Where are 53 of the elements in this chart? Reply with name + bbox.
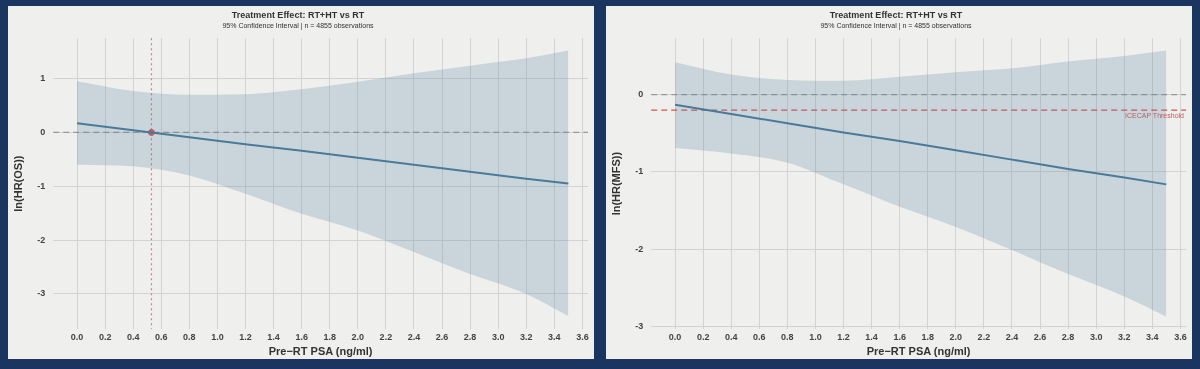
- x-tick-label: 3.4: [1146, 331, 1159, 342]
- chart-title: Treatment Effect: RT+HT vs RT: [829, 9, 963, 20]
- x-tick-label: 2.6: [1033, 331, 1047, 342]
- x-tick-label: 2.4: [1005, 331, 1019, 342]
- x-tick-label: 1.8: [323, 331, 336, 342]
- x-tick-label: 2.8: [463, 331, 477, 342]
- x-tick-label: 3.4: [548, 331, 561, 342]
- x-tick-label: 2.6: [435, 331, 449, 342]
- y-tick-label: -1: [37, 180, 46, 191]
- x-tick-label: 2.2: [379, 331, 393, 342]
- x-tick-label: 0.4: [126, 331, 140, 342]
- y-tick-label: 0: [638, 89, 644, 100]
- y-axis-title: ln(HR(OS)): [11, 155, 24, 212]
- x-tick-label: 1.0: [809, 331, 822, 342]
- x-tick-label: 1.0: [211, 331, 224, 342]
- x-tick-label: 0.8: [183, 331, 196, 342]
- x-tick-label: 2.8: [1061, 331, 1075, 342]
- x-tick-label: 0.4: [724, 331, 738, 342]
- x-tick-label: 3.2: [519, 331, 533, 342]
- x-tick-label: 0.6: [155, 331, 168, 342]
- y-tick-label: -2: [37, 234, 46, 245]
- x-tick-label: 2.2: [977, 331, 991, 342]
- x-tick-label: 0.6: [753, 331, 766, 342]
- x-tick-label: 3.6: [576, 331, 589, 342]
- x-tick-label: 1.2: [837, 331, 850, 342]
- x-tick-label: 3.6: [1174, 331, 1187, 342]
- y-tick-label: 1: [40, 73, 46, 84]
- y-axis-title: ln(HR(MFS)): [609, 151, 622, 216]
- x-tick-label: 1.6: [893, 331, 906, 342]
- x-tick-label: 0.8: [781, 331, 794, 342]
- x-axis-title: Pre−RT PSA (ng/ml): [866, 345, 971, 358]
- x-tick-label: 1.8: [921, 331, 934, 342]
- y-tick-label: 0: [40, 126, 46, 137]
- x-tick-label: 1.4: [865, 331, 878, 342]
- x-tick-label: 0.2: [98, 331, 112, 342]
- x-tick-label: 0.0: [668, 331, 682, 342]
- x-tick-label: 3.0: [1089, 331, 1103, 342]
- y-tick-label: -3: [37, 288, 46, 299]
- chart-title: Treatment Effect: RT+HT vs RT: [231, 9, 365, 20]
- y-tick-label: -1: [635, 166, 644, 177]
- x-tick-label: 1.6: [295, 331, 308, 342]
- x-tick-label: 0.2: [696, 331, 710, 342]
- x-tick-label: 2.4: [407, 331, 421, 342]
- y-tick-label: -3: [635, 321, 644, 332]
- x-tick-label: 1.2: [239, 331, 252, 342]
- x-tick-label: 2.0: [949, 331, 963, 342]
- x-tick-label: 2.0: [351, 331, 365, 342]
- x-tick-label: 3.0: [491, 331, 505, 342]
- x-tick-label: 3.2: [1117, 331, 1131, 342]
- x-tick-label: 1.4: [267, 331, 280, 342]
- x-axis-title: Pre−RT PSA (ng/ml): [268, 345, 373, 358]
- y-tick-label: -2: [635, 243, 644, 254]
- x-tick-label: 0.0: [70, 331, 84, 342]
